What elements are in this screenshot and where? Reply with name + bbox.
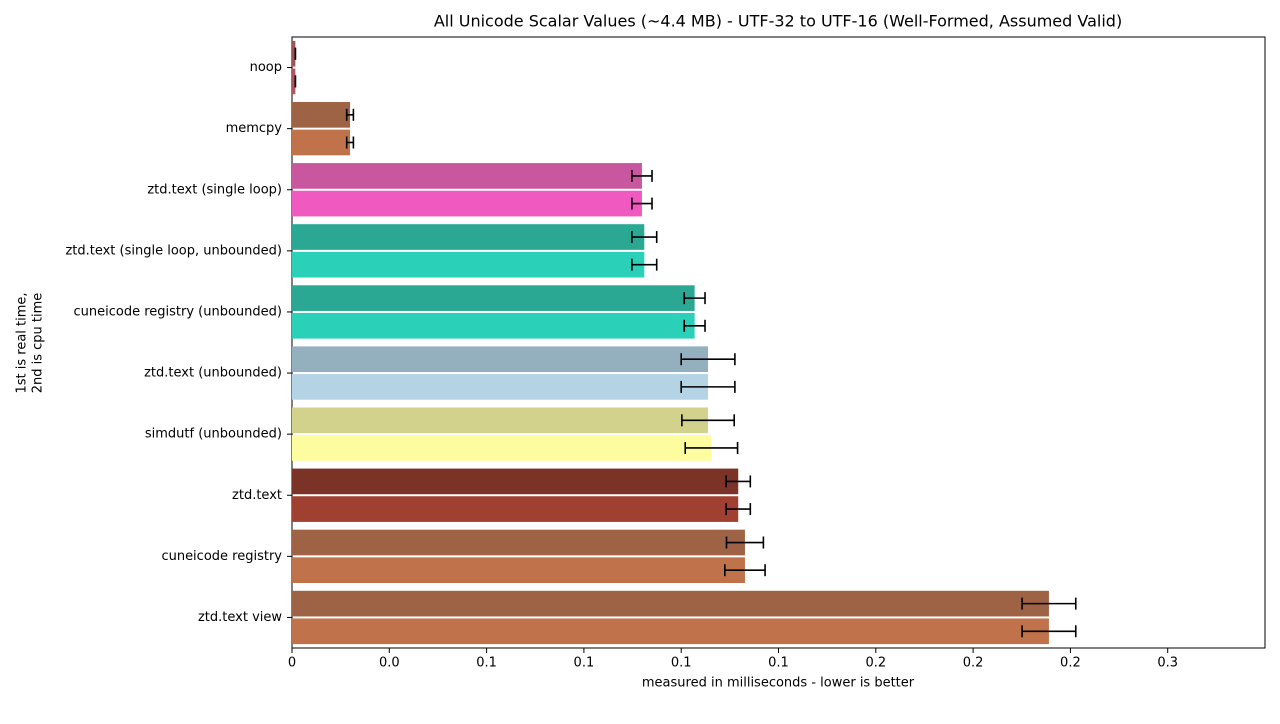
error-bar [725, 503, 752, 516]
x-tick-label: 0.3 [1157, 656, 1178, 671]
bar [292, 407, 709, 434]
error-bar [345, 108, 355, 121]
y-tick-label: memcpy [226, 121, 283, 136]
y-tick-label: ztd.text (single loop) [147, 182, 282, 197]
error-bar [683, 319, 706, 332]
x-tick-label: 0.2 [865, 656, 886, 671]
error-bar [631, 258, 658, 271]
bar [292, 468, 739, 495]
error-bar [1021, 597, 1077, 610]
bar [292, 590, 1049, 617]
bar [292, 251, 645, 278]
y-tick-label: ztd.text [232, 488, 282, 503]
bar [292, 496, 739, 522]
y-axis-label: 2nd is cpu time [31, 293, 46, 394]
y-tick-label: simdutf (unbounded) [145, 427, 282, 442]
bar [292, 435, 712, 461]
y-tick-label: cuneicode registry [161, 549, 282, 564]
error-bar [684, 441, 739, 454]
bar [292, 529, 745, 556]
error-bar [725, 536, 765, 549]
error-bar [345, 136, 355, 149]
error-bar [631, 231, 658, 244]
x-tick-label: 0.1 [476, 656, 497, 671]
plot-frame [291, 36, 1266, 649]
bar [292, 101, 351, 128]
y-tick-label: cuneicode registry (unbounded) [74, 304, 283, 319]
bar [292, 190, 642, 217]
bar [292, 285, 695, 311]
bar [292, 163, 642, 189]
error-bar [724, 564, 766, 577]
bar [292, 346, 709, 373]
bar [292, 618, 1049, 645]
error-bar [680, 353, 736, 366]
bar [292, 40, 296, 67]
bar [292, 557, 745, 584]
x-tick-label: 0.2 [1060, 656, 1081, 671]
x-tick-label: 0.2 [963, 656, 984, 671]
error-bar [631, 169, 653, 182]
error-bar [1021, 625, 1077, 638]
bar [292, 224, 645, 250]
error-bar [725, 475, 752, 488]
y-tick-label: ztd.text (single loop, unbounded) [65, 243, 282, 258]
y-tick-label: ztd.text view [198, 610, 282, 625]
error-bar [631, 197, 653, 210]
y-tick-label: noop [250, 60, 282, 75]
x-axis-label: measured in milliseconds - lower is bett… [642, 676, 915, 691]
chart-title: All Unicode Scalar Values (~4.4 MB) - UT… [434, 12, 1122, 31]
error-bar [681, 414, 736, 427]
x-tick-label: 0.1 [768, 656, 789, 671]
error-bar [683, 292, 706, 305]
bar [292, 312, 695, 339]
bar [292, 129, 351, 156]
y-tick-label: ztd.text (unbounded) [144, 366, 282, 381]
x-tick-label: 0.0 [379, 656, 400, 671]
x-tick-label: 0 [288, 656, 296, 671]
bar [292, 68, 296, 95]
x-tick-label: 0.1 [671, 656, 692, 671]
y-axis-label: 1st is real time, [15, 292, 30, 393]
error-bar [680, 380, 736, 393]
bar [292, 374, 709, 400]
x-tick-label: 0.1 [574, 656, 595, 671]
